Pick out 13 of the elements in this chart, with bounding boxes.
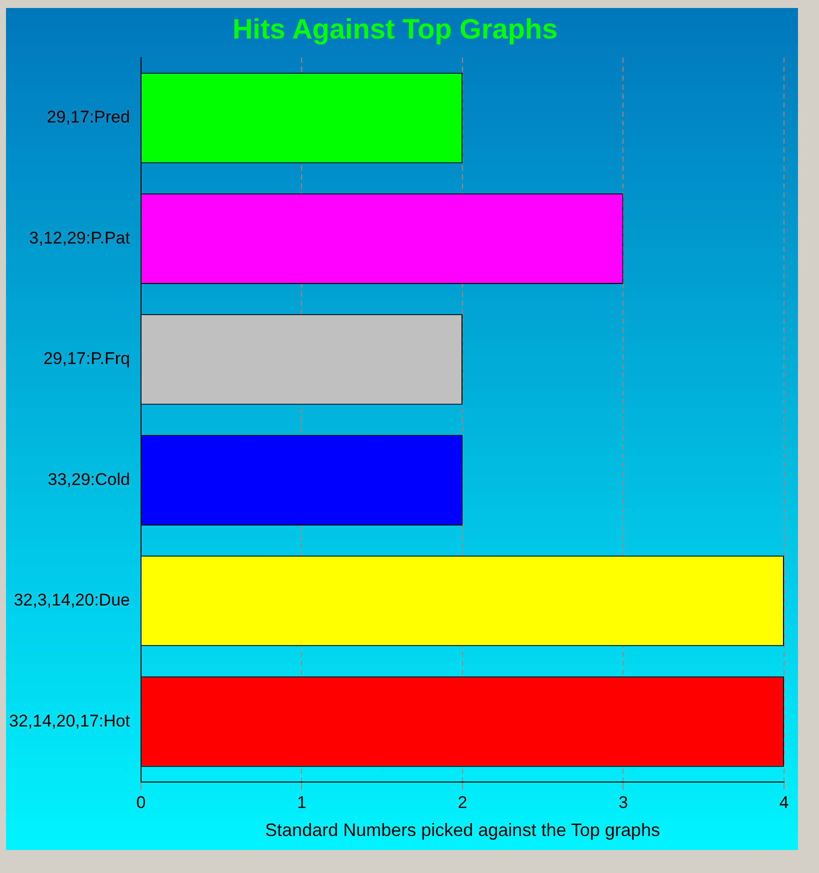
x-tick-label: 3 [618, 792, 628, 812]
y-tick-label: 33,29:Cold [48, 470, 130, 489]
x-tick-label: 1 [297, 792, 306, 812]
y-tick-label: 32,3,14,20:Due [14, 590, 130, 610]
y-tick-label: 3,12,29:P.Pat [29, 228, 130, 248]
y-tick-label: 29,17:P.Frq [43, 349, 130, 368]
x-tick-label: 2 [458, 792, 468, 812]
x-tick-label: 4 [779, 792, 789, 812]
chart-title: Hits Against Top Graphs [232, 14, 558, 45]
y-tick-label: 32,14,20,17:Hot [9, 711, 130, 730]
x-tick-label: 0 [136, 792, 146, 812]
y-tick-label: 29,17:Pred [46, 108, 130, 127]
x-axis-title: Standard Numbers picked against the Top graphs [265, 820, 660, 840]
